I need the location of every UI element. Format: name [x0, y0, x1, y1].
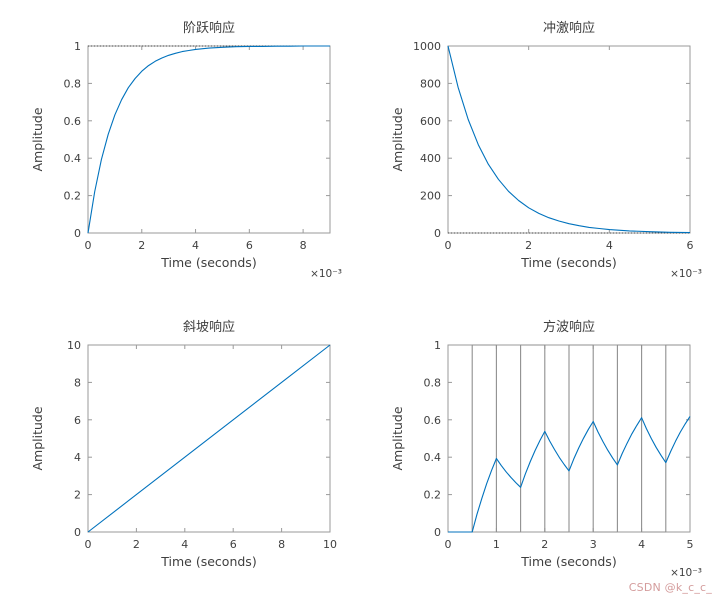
y-tick-label: 0.2	[64, 190, 82, 203]
y-tick-label: 0.6	[64, 115, 82, 128]
chart-canvas: 0 2 4 6 8 10 0 2 4 6 8 10 斜坡响应 Time (seconds) Amplitud…	[30, 319, 337, 569]
chart-canvas: 0 1 2 3 4 5 0 0.2 0.4 0.6 0.8 1 方波响应 Time (seconds) Am…	[390, 319, 702, 579]
axes-box	[87, 45, 331, 234]
y-tick-label: 0	[74, 526, 81, 539]
y-tick-label: 10	[67, 339, 81, 352]
x-tick-label: 0	[85, 239, 92, 252]
chart-title: 方波响应	[543, 319, 595, 335]
x-tick-label: 6	[687, 239, 694, 252]
y-tick-label: 600	[420, 115, 441, 128]
chart-canvas: 0 2 4 6 8 0 0.2 0.4 0.6 0.8 1 阶跃响应 Time (seconds) Amp…	[30, 20, 342, 280]
axes-box	[87, 344, 331, 533]
x-tick-label: 4	[181, 538, 188, 551]
subplot-step-response: 0 2 4 6 8 0 0.2 0.4 0.6 0.8 1 阶跃响应 Time (seconds) Amp…	[0, 0, 360, 299]
x-exponent-label: ×10⁻³	[670, 268, 702, 280]
x-tick-label: 6	[246, 239, 253, 252]
y-axis-label: Amplitude	[390, 406, 405, 470]
y-tick-label: 0	[434, 526, 441, 539]
x-axis-label: Time (seconds)	[160, 554, 256, 569]
y-tick-label: 0.4	[64, 152, 82, 165]
chart-title: 斜坡响应	[183, 319, 235, 335]
x-tick-label: 2	[138, 239, 145, 252]
x-axis-label: Time (seconds)	[160, 255, 256, 270]
x-tick-label: 8	[300, 239, 307, 252]
x-tick-label: 0	[445, 538, 452, 551]
y-tick-label: 0.2	[424, 489, 442, 502]
x-tick-label: 5	[687, 538, 694, 551]
y-tick-label: 400	[420, 152, 441, 165]
y-tick-label: 2	[74, 489, 81, 502]
x-tick-label: 4	[638, 538, 645, 551]
x-exponent-label: ×10⁻³	[310, 268, 342, 280]
x-tick-label: 10	[323, 538, 337, 551]
x-axis-label: Time (seconds)	[520, 554, 616, 569]
x-tick-label: 4	[192, 239, 199, 252]
y-tick-label: 0	[434, 227, 441, 240]
chart-title: 冲激响应	[543, 20, 595, 36]
series-square-wave-input	[448, 344, 690, 533]
series-ramp-response	[87, 344, 331, 533]
y-tick-label: 0.6	[424, 414, 442, 427]
y-tick-label: 8	[74, 376, 81, 389]
y-tick-label: 0	[74, 227, 81, 240]
y-tick-label: 4	[74, 451, 81, 464]
y-tick-label: 1	[434, 339, 441, 352]
series-impulse-response	[447, 45, 691, 234]
x-tick-label: 4	[606, 239, 613, 252]
y-tick-label: 0.8	[64, 77, 82, 90]
y-tick-label: 0.4	[424, 451, 442, 464]
axes-box	[447, 45, 691, 234]
x-tick-label: 2	[133, 538, 140, 551]
y-tick-label: 0.8	[424, 376, 442, 389]
y-axis-label: Amplitude	[30, 107, 45, 171]
watermark: CSDN @k_c_c_	[628, 581, 712, 594]
subplot-square-wave-response: 0 1 2 3 4 5 0 0.2 0.4 0.6 0.8 1 方波响应 Time (seconds) Am…	[360, 299, 720, 598]
series-step-response	[87, 45, 330, 234]
x-tick-label: 0	[445, 239, 452, 252]
x-tick-label: 1	[493, 538, 500, 551]
y-tick-label: 1	[74, 40, 81, 53]
subplot-impulse-response: 0 2 4 6 0 200 400 600 800 1000 冲激响应 Time (seconds) A…	[360, 0, 720, 299]
x-exponent-label: ×10⁻³	[670, 567, 702, 579]
y-axis-label: Amplitude	[30, 406, 45, 470]
x-tick-label: 2	[541, 538, 548, 551]
y-tick-label: 6	[74, 414, 81, 427]
chart-canvas: 0 2 4 6 0 200 400 600 800 1000 冲激响应 Time (seconds) A…	[390, 20, 702, 280]
x-tick-label: 8	[278, 538, 285, 551]
y-tick-label: 800	[420, 77, 441, 90]
x-tick-label: 6	[230, 538, 237, 551]
y-tick-label: 200	[420, 190, 441, 203]
x-tick-label: 0	[85, 538, 92, 551]
x-axis-label: Time (seconds)	[520, 255, 616, 270]
chart-title: 阶跃响应	[183, 20, 235, 36]
x-tick-label: 3	[590, 538, 597, 551]
x-tick-label: 2	[525, 239, 532, 252]
y-tick-label: 1000	[413, 40, 441, 53]
subplot-ramp-response: 0 2 4 6 8 10 0 2 4 6 8 10 斜坡响应 Time (seconds) Amplitud…	[0, 299, 360, 598]
series-square-wave-response	[448, 416, 691, 533]
y-axis-label: Amplitude	[390, 107, 405, 171]
